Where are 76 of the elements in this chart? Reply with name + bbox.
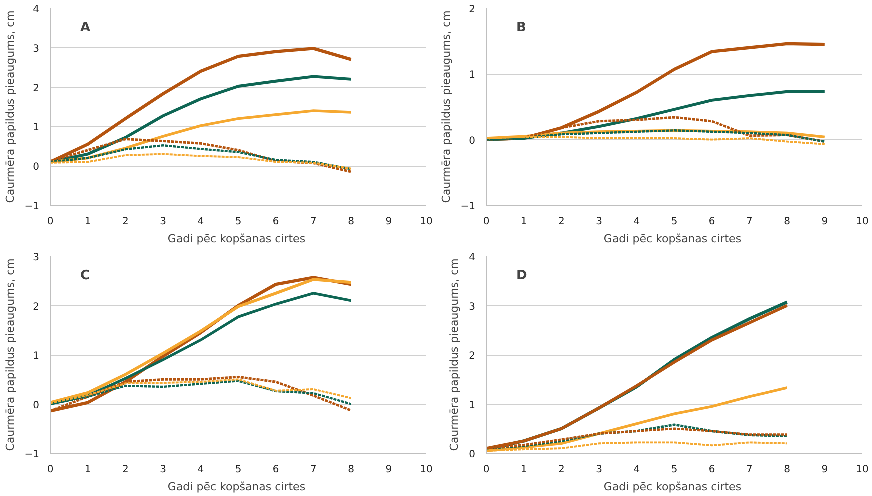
x-tick-label: 9 <box>822 464 828 476</box>
y-tick-label: −1 <box>24 450 40 460</box>
x-tick-label: 0 <box>483 216 490 228</box>
x-axis-title: Gadi pēc kopšanas cirtes <box>604 480 742 494</box>
x-tick-label: 4 <box>634 464 640 476</box>
x-tick-label: 3 <box>160 464 166 476</box>
x-tick-label: 3 <box>160 216 166 228</box>
y-tick-label: 0 <box>33 162 40 174</box>
x-tick-label: 6 <box>272 464 280 476</box>
y-tick-label: −1 <box>460 202 476 212</box>
text: C <box>80 268 90 284</box>
y-tick-label: 0 <box>33 400 40 412</box>
text: D <box>516 268 528 284</box>
y-tick-label: 2 <box>469 4 476 16</box>
y-tick-label: 2 <box>469 351 476 362</box>
y-tick-label: 2 <box>33 302 40 313</box>
x-axis-title: Gadi pēc kopšanas cirtes <box>604 232 742 246</box>
y-tick-label: 1 <box>469 400 476 412</box>
x-tick-label: 7 <box>310 216 317 228</box>
y-tick-label: 3 <box>33 252 40 264</box>
y-tick-label: 4 <box>469 252 476 264</box>
x-tick-label: 7 <box>746 216 753 228</box>
x-tick-label: 5 <box>671 464 678 476</box>
x-tick-label: 1 <box>520 216 528 228</box>
x-tick-label: 6 <box>272 216 280 228</box>
x-tick-label: 1 <box>520 464 528 476</box>
y-axis-title: Caurmēra papildus pieaugums, cm <box>4 258 17 452</box>
x-tick-label: 10 <box>856 464 869 476</box>
x-tick-label: 0 <box>483 464 490 476</box>
y-axis-title: Caurmēra papildus pieaugums, cm <box>448 258 462 452</box>
y-tick-label: 1 <box>469 70 476 82</box>
x-tick-label: 7 <box>746 464 753 476</box>
x-tick-label: 5 <box>235 464 242 476</box>
x-tick-label: 10 <box>420 216 433 228</box>
y-tick-label: 1 <box>33 122 40 134</box>
y-tick-label: 3 <box>33 44 40 55</box>
x-tick-label: 0 <box>47 464 54 476</box>
x-tick-label: 1 <box>84 464 92 476</box>
x-tick-label: 4 <box>198 464 204 476</box>
x-axis-title: Gadi pēc kopšanas cirtes <box>168 480 306 494</box>
x-tick-label: 10 <box>420 464 433 476</box>
y-tick-label: −1 <box>24 202 40 212</box>
x-tick-label: 2 <box>558 464 565 476</box>
y-tick-label: 2 <box>33 83 40 94</box>
x-tick-label: 9 <box>822 216 828 228</box>
x-tick-label: 2 <box>558 216 565 228</box>
x-tick-label: 4 <box>198 216 204 228</box>
x-tick-label: 6 <box>708 216 716 228</box>
x-tick-label: 3 <box>596 216 602 228</box>
y-axis-title: Caurmēra papildus pieaugums, cm <box>440 10 453 204</box>
x-tick-label: 3 <box>596 464 602 476</box>
text: B <box>516 20 526 36</box>
text: A <box>80 20 91 36</box>
x-tick-label: 5 <box>671 216 678 228</box>
y-tick-label: 0 <box>469 136 476 147</box>
x-tick-label: 5 <box>235 216 242 228</box>
x-tick-label: 8 <box>784 464 790 476</box>
y-tick-label: 1 <box>33 351 40 362</box>
x-tick-label: 1 <box>84 216 92 228</box>
x-tick-label: 10 <box>856 216 869 228</box>
y-tick-label: 3 <box>469 302 476 313</box>
x-tick-label: 0 <box>47 216 54 228</box>
x-tick-label: 9 <box>386 464 392 476</box>
x-tick-label: 8 <box>348 464 354 476</box>
x-tick-label: 9 <box>386 216 392 228</box>
y-tick-label: 4 <box>33 4 40 16</box>
x-tick-label: 8 <box>348 216 354 228</box>
x-tick-label: 6 <box>708 464 716 476</box>
x-tick-label: 7 <box>310 464 317 476</box>
x-tick-label: 8 <box>784 216 790 228</box>
x-tick-label: 2 <box>122 216 129 228</box>
y-axis-title: Caurmēra papildus pieaugums, cm <box>4 10 17 204</box>
y-tick-label: 0 <box>469 450 476 460</box>
x-tick-label: 2 <box>122 464 129 476</box>
x-tick-label: 4 <box>634 216 640 228</box>
x-axis-title: Gadi pēc kopšanas cirtes <box>168 232 306 246</box>
